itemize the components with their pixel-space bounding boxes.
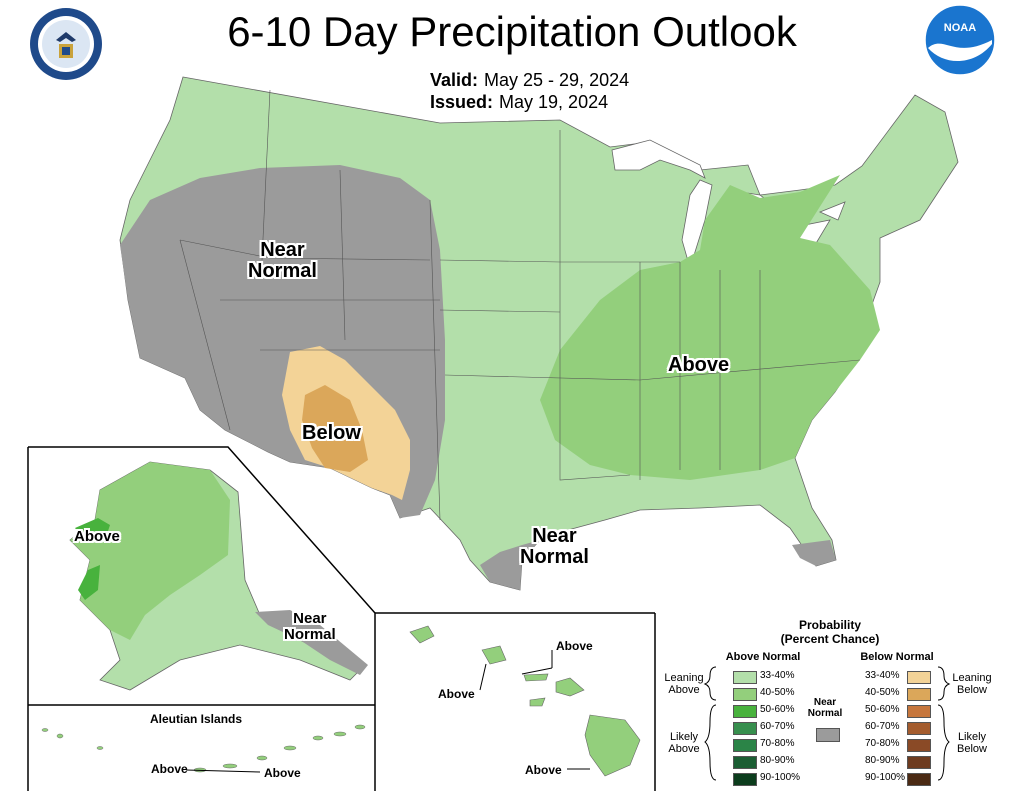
legend-likely-below: Likely Below xyxy=(957,731,987,755)
label-hawaii-above-1: Above xyxy=(556,639,593,653)
issued-date: Issued: May 19, 2024 xyxy=(430,92,609,112)
label-east-above: Above xyxy=(668,354,730,376)
label-alaska-above: Above xyxy=(74,528,120,545)
legend-above-bin-label-5: 80-90% xyxy=(760,755,795,766)
state-boundaries xyxy=(179,89,861,521)
legend-above-swatch-3 xyxy=(733,722,757,735)
legend-above-swatch-2 xyxy=(733,705,757,718)
legend-above-swatch-4 xyxy=(733,739,757,752)
legend-below-bin-label-2: 50-60% xyxy=(865,704,900,715)
alaska-near-normal-area xyxy=(255,610,368,675)
label-hawaii-above-3: Above xyxy=(525,763,562,777)
label-west-near-normal: Near Normal xyxy=(248,239,317,282)
label-southwest-below: Below xyxy=(302,422,361,444)
noaa-logo-icon: NOAA xyxy=(924,4,996,76)
legend-below-swatch-4 xyxy=(907,739,931,752)
aleutian-title: Aleutian Islands xyxy=(150,712,243,726)
label-aleutian-above-1: Above xyxy=(151,762,188,776)
legend-above-swatch-6 xyxy=(733,773,757,786)
southwest-below-area xyxy=(302,385,368,472)
legend-above-header: Above Normal xyxy=(725,651,801,663)
noaa-logo-text: NOAA xyxy=(944,22,976,34)
legend-below-header: Below Normal xyxy=(860,651,934,663)
legend-below-bin-label-5: 80-90% xyxy=(865,755,900,766)
legend-likely-above: Likely Above xyxy=(668,731,700,755)
legend-below-bin-label-6: 90-100% xyxy=(865,772,906,783)
legend-above-bin-label-0: 33-40% xyxy=(760,670,795,681)
legend-above-swatch-1 xyxy=(733,688,757,701)
alaska-above-50-area xyxy=(75,518,110,600)
alaska-above-area xyxy=(70,462,230,640)
hawaii-islands xyxy=(409,625,641,777)
legend-above-swatch-0 xyxy=(733,671,757,684)
legend-above-bin-label-3: 60-70% xyxy=(760,721,795,732)
legend-above-swatch-5 xyxy=(733,756,757,769)
legend-title: Probability (Percent Chance) xyxy=(780,618,880,646)
legend-leaning-below: Leaning Below xyxy=(952,672,992,696)
valid-dates: Valid: May 25 - 29, 2024 xyxy=(430,70,630,90)
legend-above-bin-label-2: 50-60% xyxy=(760,704,795,715)
legend-below-swatch-1 xyxy=(907,688,931,701)
legend-near-header: Near Normal xyxy=(807,697,843,719)
page-title: 6-10 Day Precipitation Outlook xyxy=(227,8,797,55)
legend-leaning-above: Leaning Above xyxy=(664,672,704,696)
legend-below-swatch-3 xyxy=(907,722,931,735)
legend-below-swatch-0 xyxy=(907,671,931,684)
legend-near-swatch xyxy=(816,728,840,742)
legend-below-bin-label-4: 70-80% xyxy=(865,738,900,749)
legend-below-swatch-6 xyxy=(907,773,931,786)
aleutian-chain xyxy=(41,724,366,773)
legend-below-swatch-2 xyxy=(907,705,931,718)
texas-near-normal-area xyxy=(480,540,540,590)
legend-below-bin-label-1: 40-50% xyxy=(865,687,900,698)
legend-below-bin-label-3: 60-70% xyxy=(865,721,900,732)
legend-above-bin-label-1: 40-50% xyxy=(760,687,795,698)
label-hawaii-above-2: Above xyxy=(438,687,475,701)
legend-below-bin-label-0: 33-40% xyxy=(865,670,900,681)
label-aleutian-above-2: Above xyxy=(264,766,301,780)
florida-near-normal-area xyxy=(792,540,836,566)
label-texas-near-normal: Near Normal xyxy=(520,525,589,568)
east-above-area xyxy=(540,175,880,480)
commerce-seal-icon xyxy=(30,8,102,80)
legend-below-swatch-5 xyxy=(907,756,931,769)
label-alaska-near-normal: Near Normal xyxy=(284,610,336,643)
legend-above-bin-label-6: 90-100% xyxy=(760,772,801,783)
legend-above-bin-label-4: 70-80% xyxy=(760,738,795,749)
